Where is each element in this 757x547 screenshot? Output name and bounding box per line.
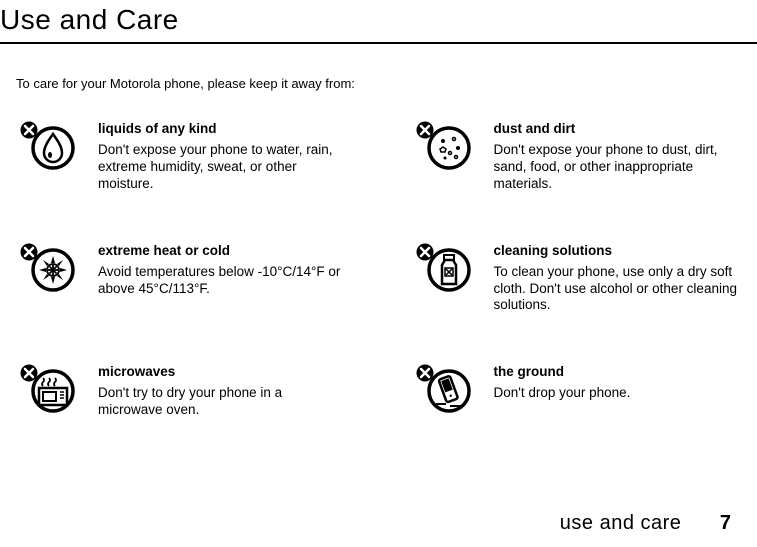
item-cleaning: cleaning solutions To clean your phone, … [416, 243, 742, 315]
item-title: microwaves [98, 364, 346, 379]
item-title: liquids of any kind [98, 121, 346, 136]
item-body: Don't try to dry your phone in a microwa… [98, 385, 346, 419]
liquids-icon [20, 121, 78, 171]
item-title: cleaning solutions [494, 243, 742, 258]
item-title: extreme heat or cold [98, 243, 346, 258]
ground-icon [416, 364, 474, 414]
item-body: To clean your phone, use only a dry soft… [494, 264, 742, 315]
item-liquids: liquids of any kind Don't expose your ph… [20, 121, 346, 193]
cleaning-icon [416, 243, 474, 293]
item-microwave: microwaves Don't try to dry your phone i… [20, 364, 346, 419]
footer-label: use and care [560, 512, 682, 534]
item-title: dust and dirt [494, 121, 742, 136]
intro-text: To care for your Motorola phone, please … [16, 76, 741, 91]
item-body: Avoid temperatures below -10°C/14°F or a… [98, 264, 346, 298]
heat-cold-icon [20, 243, 78, 293]
item-dust: dust and dirt Don't expose your phone to… [416, 121, 742, 193]
item-heat-cold: extreme heat or cold Avoid temperatures … [20, 243, 346, 315]
footer-page-number: 7 [720, 512, 731, 534]
item-ground: the ground Don't drop your phone. [416, 364, 742, 419]
page-footer: use and care 7 [560, 512, 731, 535]
microwave-icon [20, 364, 78, 414]
item-title: the ground [494, 364, 742, 379]
page-heading: Use and Care [0, 0, 757, 44]
item-body: Don't drop your phone. [494, 385, 742, 402]
item-body: Don't expose your phone to water, rain, … [98, 142, 346, 193]
item-body: Don't expose your phone to dust, dirt, s… [494, 142, 742, 193]
items-grid: liquids of any kind Don't expose your ph… [16, 121, 741, 419]
dust-icon [416, 121, 474, 171]
